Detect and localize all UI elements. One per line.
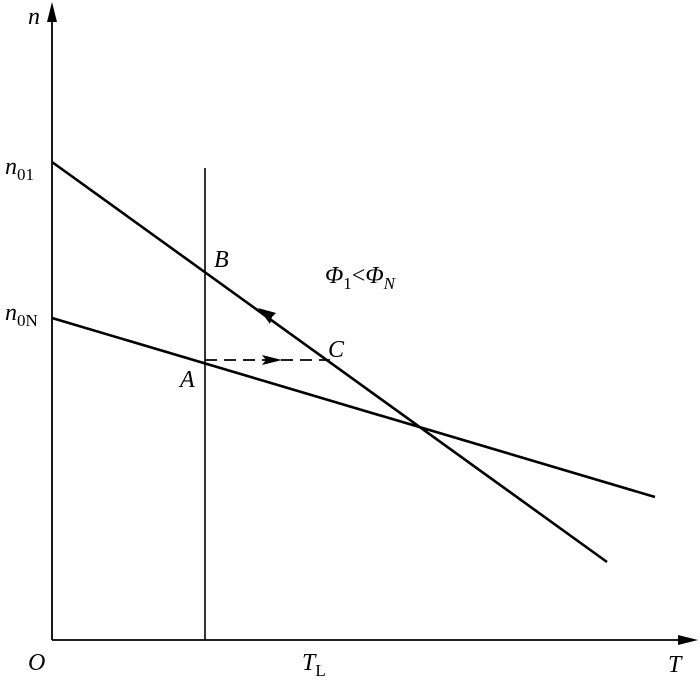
origin-label: O <box>28 650 45 676</box>
x-arrow <box>678 635 698 645</box>
n0n-label: n0N <box>5 300 38 330</box>
y-arrow <box>47 2 57 22</box>
phi-1-sub: 1 <box>343 274 352 293</box>
point-a: A <box>178 367 195 393</box>
characteristic-weak-field <box>51 160 608 564</box>
phi-n-sub: N <box>383 274 397 293</box>
n01-base: n <box>5 154 17 180</box>
relation: < <box>352 263 366 289</box>
x-axis-label: T <box>668 652 683 678</box>
tl-sub: L <box>315 661 325 680</box>
characteristic-rated <box>51 316 656 499</box>
phi-1: Φ <box>325 263 343 289</box>
n0n-base: n <box>5 300 17 326</box>
tl-base: T <box>302 650 317 676</box>
n0n-sub: 0N <box>17 311 38 330</box>
dashed-arrow <box>262 355 282 365</box>
phi-n: Φ <box>365 263 383 289</box>
condition-label: Φ1<ΦN <box>325 263 397 293</box>
tl-label: TL <box>302 650 326 680</box>
n01-label: n01 <box>5 154 34 184</box>
point-c: C <box>328 337 345 363</box>
n01-sub: 01 <box>17 165 34 184</box>
line-arrow <box>258 308 276 324</box>
y-axis-label: n <box>28 4 40 30</box>
point-b: B <box>214 247 229 273</box>
